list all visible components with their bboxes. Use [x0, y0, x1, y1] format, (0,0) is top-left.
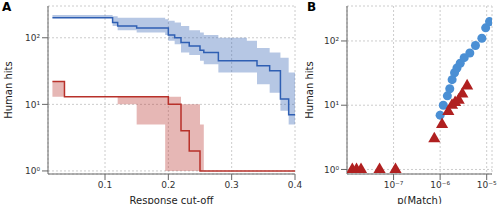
svg-text:10¹: 10¹ [25, 100, 40, 110]
svg-text:Human hits: Human hits [305, 61, 315, 119]
svg-text:10⁻⁶: 10⁻⁶ [430, 180, 450, 190]
svg-text:10⁻⁵: 10⁻⁵ [477, 180, 492, 190]
svg-text:Human hits: Human hits [8, 61, 14, 119]
html-text:B: B [307, 0, 317, 14]
svg-text:Response cut-off: Response cut-off [130, 195, 215, 204]
html-text:A: A [2, 0, 12, 14]
svg-text:10²: 10² [25, 33, 40, 43]
svg-text:p(Match): p(Match) [397, 195, 442, 204]
svg-text:10²: 10² [324, 36, 339, 46]
svg-text:10¹: 10¹ [324, 100, 339, 110]
svg-text:10⁰: 10⁰ [25, 166, 40, 176]
svg-text:10⁰: 10⁰ [324, 165, 339, 175]
svg-text:0.3: 0.3 [225, 180, 239, 190]
svg-text:0.2: 0.2 [161, 180, 175, 190]
svg-text:0.1: 0.1 [98, 180, 112, 190]
svg-text:0.4: 0.4 [288, 180, 303, 190]
svg-text:10⁻⁷: 10⁻⁷ [384, 180, 404, 190]
